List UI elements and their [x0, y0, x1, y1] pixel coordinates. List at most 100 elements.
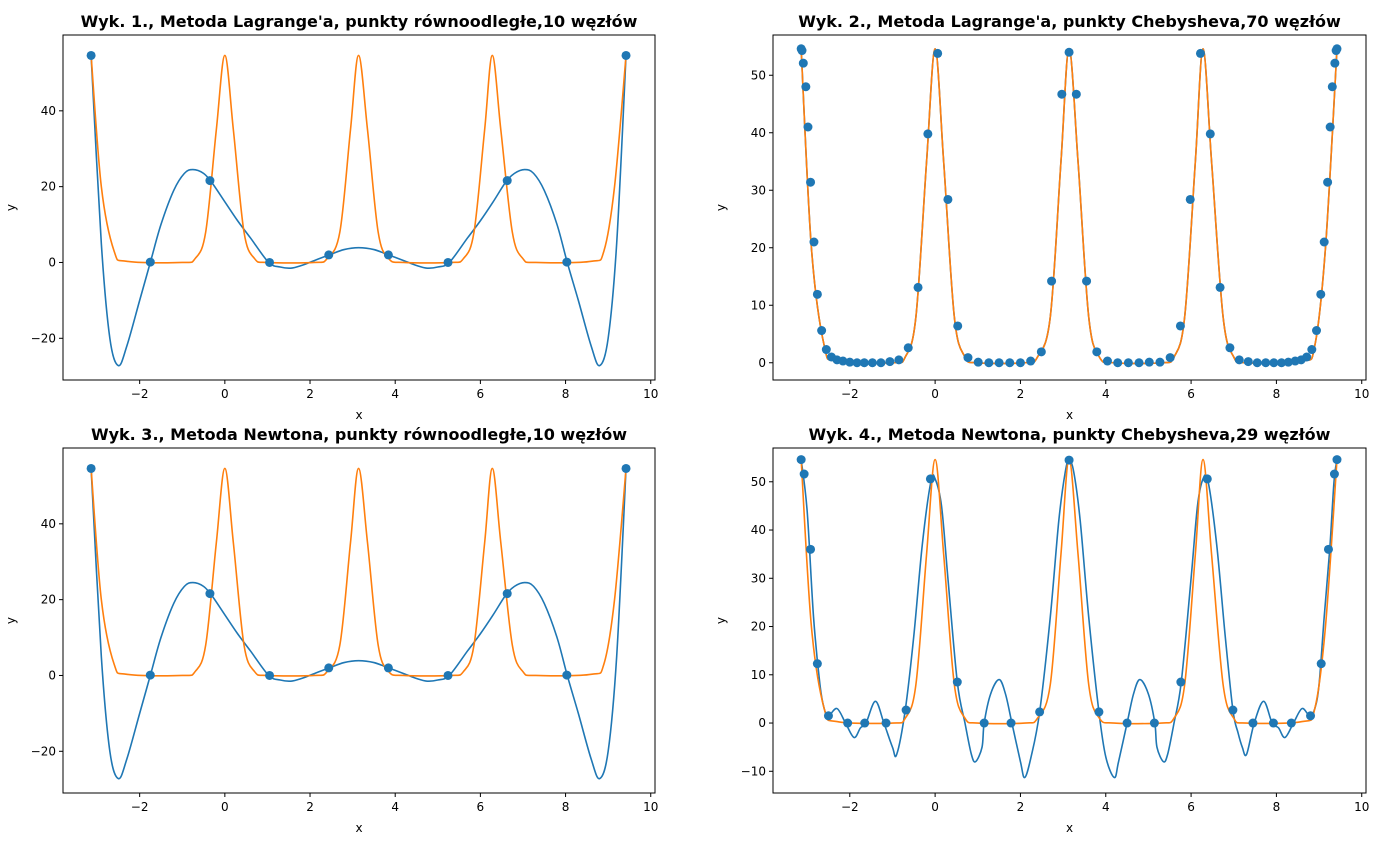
- node-point: [973, 357, 983, 367]
- node-point: [806, 544, 816, 554]
- node-point: [1306, 711, 1316, 721]
- node-point: [145, 257, 155, 267]
- node-point: [859, 358, 869, 368]
- node-point: [205, 176, 215, 186]
- y-axis-label: y: [4, 204, 18, 211]
- node-point: [1225, 343, 1235, 353]
- x-tick-label: 4: [1102, 800, 1110, 814]
- node-point: [1185, 194, 1195, 204]
- subplot-title: Wyk. 4., Metoda Newtona, punkty Chebyshe…: [809, 425, 1331, 444]
- node-point: [502, 589, 512, 599]
- x-tick-label: 10: [1354, 800, 1369, 814]
- x-axis-label: x: [355, 821, 362, 835]
- node-point: [843, 718, 853, 728]
- node-point: [1323, 177, 1333, 187]
- node-point: [852, 358, 862, 368]
- node-point: [952, 677, 962, 687]
- node-point: [1268, 718, 1278, 728]
- node-point: [1302, 352, 1312, 362]
- series-line-1: [800, 47, 1338, 365]
- node-point: [801, 82, 811, 92]
- axes-frame: [62, 447, 656, 794]
- node-point: [1228, 705, 1238, 715]
- node-point: [963, 353, 973, 363]
- x-tick-label: 4: [391, 800, 399, 814]
- node-point: [1015, 358, 1025, 368]
- subplot-4: Wyk. 4., Metoda Newtona, punkty Chebyshe…: [714, 425, 1369, 835]
- x-tick-label: 6: [1187, 800, 1195, 814]
- subplot-3: Wyk. 3., Metoda Newtona, punkty równoodl…: [4, 425, 658, 835]
- series-line-2: [800, 458, 1338, 725]
- x-tick-label: 10: [643, 800, 658, 814]
- node-point: [796, 455, 806, 465]
- node-point: [1176, 677, 1186, 687]
- node-point: [876, 358, 886, 368]
- node-point: [1330, 58, 1340, 68]
- plot-area: [86, 463, 631, 780]
- node-point: [1261, 358, 1271, 368]
- node-point: [1319, 237, 1329, 247]
- node-point: [1323, 544, 1333, 554]
- node-point: [984, 358, 994, 368]
- node-point: [1316, 289, 1326, 299]
- plot-area: [796, 455, 1342, 779]
- node-point: [1057, 89, 1067, 99]
- node-point: [1269, 358, 1279, 368]
- node-point: [383, 663, 393, 673]
- y-tick-label: −10: [741, 764, 766, 778]
- node-point: [979, 718, 989, 728]
- node-point: [1035, 707, 1045, 717]
- x-tick-label: 0: [931, 800, 939, 814]
- node-point: [1286, 718, 1296, 728]
- node-point: [562, 257, 572, 267]
- node-point: [1134, 358, 1144, 368]
- y-axis-label: y: [714, 204, 728, 211]
- node-point: [1036, 347, 1046, 357]
- node-point: [1113, 358, 1123, 368]
- node-point: [821, 345, 831, 355]
- x-tick-label: −2: [841, 387, 859, 401]
- x-tick-label: 10: [1354, 387, 1369, 401]
- node-point: [1283, 357, 1293, 367]
- node-point: [845, 357, 855, 367]
- x-tick-label: 0: [931, 387, 939, 401]
- node-point: [1144, 357, 1154, 367]
- node-point: [1307, 345, 1317, 355]
- x-tick-label: 10: [643, 387, 658, 401]
- node-point: [265, 670, 275, 680]
- node-point: [803, 122, 813, 132]
- y-tick-label: 10: [751, 668, 766, 682]
- node-point: [1102, 356, 1112, 366]
- node-point: [809, 237, 819, 247]
- node-point: [806, 177, 816, 187]
- node-point: [1248, 718, 1258, 728]
- node-point: [1195, 48, 1205, 58]
- node-point: [1329, 469, 1339, 479]
- axes-frame: [772, 34, 1367, 381]
- node-point: [817, 326, 827, 336]
- node-point: [1122, 718, 1132, 728]
- node-point: [933, 48, 943, 58]
- node-point: [994, 358, 1004, 368]
- series-line-1: [90, 468, 627, 780]
- node-point: [1155, 357, 1165, 367]
- x-tick-label: 2: [306, 800, 314, 814]
- y-tick-label: 0: [48, 255, 56, 269]
- node-point: [867, 358, 877, 368]
- x-tick-label: 2: [1017, 387, 1025, 401]
- node-point: [86, 50, 96, 60]
- node-point: [383, 250, 393, 260]
- node-point: [799, 469, 809, 479]
- node-point: [823, 711, 833, 721]
- x-axis-label: x: [1066, 408, 1073, 422]
- node-point: [1202, 474, 1212, 484]
- plot-area: [86, 50, 631, 367]
- node-point: [1205, 129, 1215, 139]
- node-point: [1234, 355, 1244, 365]
- series-line-1: [800, 459, 1338, 779]
- y-tick-label: 50: [751, 68, 766, 82]
- node-point: [860, 718, 870, 728]
- x-tick-label: 8: [562, 387, 570, 401]
- node-point: [1332, 455, 1342, 465]
- y-tick-label: 20: [41, 593, 56, 607]
